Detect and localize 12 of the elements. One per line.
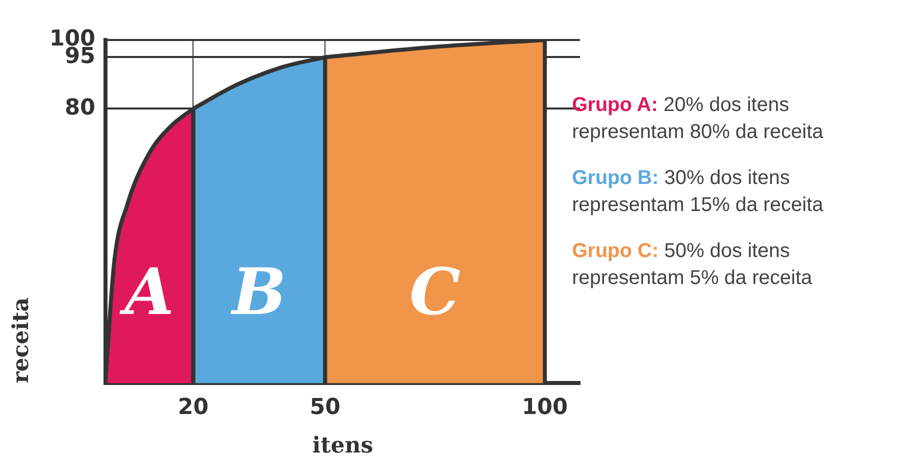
series-label: Grupo C: [572,240,659,262]
text: Grupo A: [572,94,658,116]
annotation: A [119,255,174,330]
y-tick-label: 80 [64,95,96,120]
y-axis-title: receita [8,297,34,384]
x-tick-label: 20 [178,395,209,420]
x-tick-label: 50 [310,395,340,420]
x-axis-title: itens [312,432,374,459]
x-tick-label: 100 [522,395,568,420]
text: Grupo B: [572,167,659,189]
annotation: C [409,255,460,330]
annotation: B [230,255,286,330]
